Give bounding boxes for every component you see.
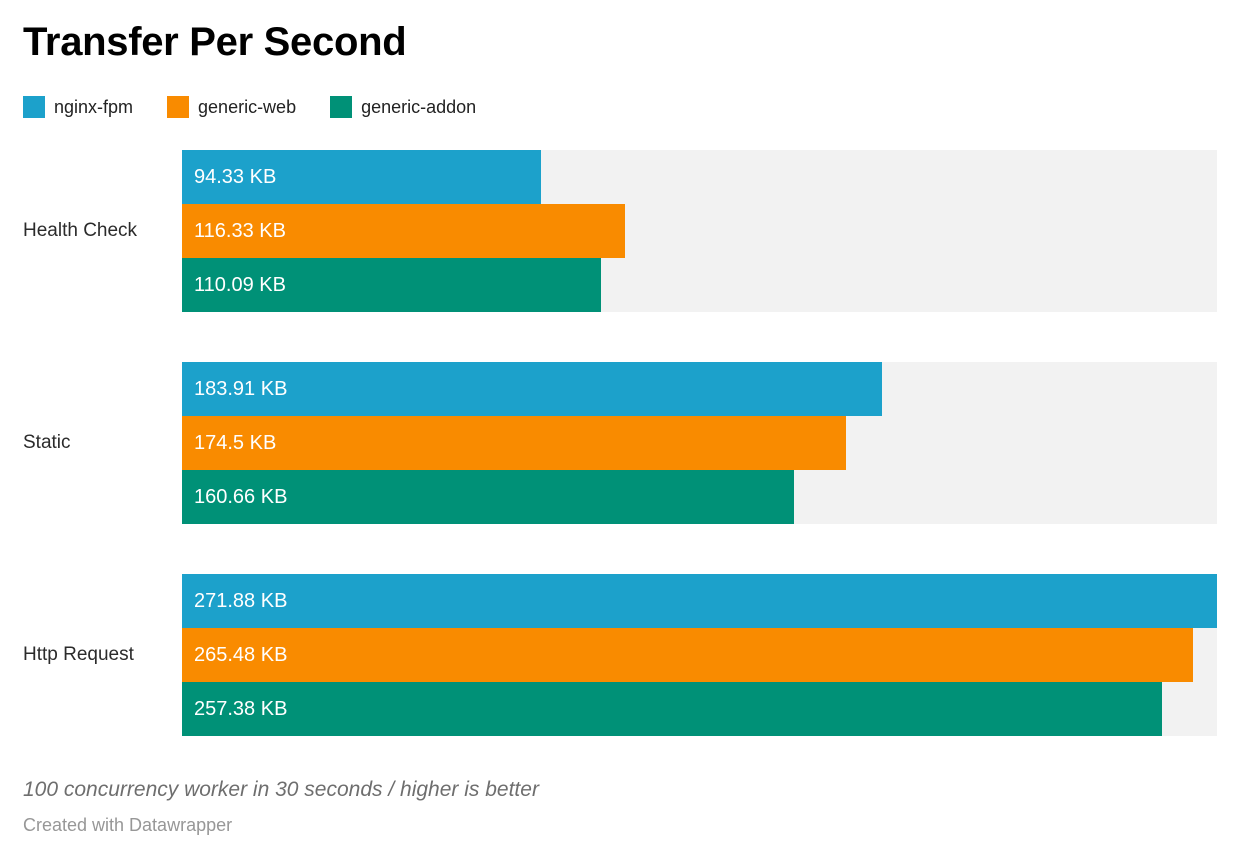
bar-rows: 271.88 KB 265.48 KB 257.38 KB xyxy=(182,574,1217,736)
legend-item-nginx-fpm: nginx-fpm xyxy=(23,96,133,118)
bar-nginx-fpm: 271.88 KB xyxy=(182,574,1217,628)
bar-generic-addon: 257.38 KB xyxy=(182,682,1162,736)
bar-value-label: 116.33 KB xyxy=(194,219,286,242)
bar-nginx-fpm: 183.91 KB xyxy=(182,362,883,416)
bar-generic-web: 174.5 KB xyxy=(182,416,847,470)
bar-value-label: 174.5 KB xyxy=(194,431,277,454)
bar-value-label: 160.66 KB xyxy=(194,485,288,508)
legend-label: generic-web xyxy=(198,96,297,117)
legend-swatch-icon xyxy=(330,96,353,118)
legend-label: nginx-fpm xyxy=(54,96,134,117)
bar-group-static: Static 183.91 KB 174.5 KB 160.66 KB xyxy=(23,362,1217,524)
legend-label: generic-addon xyxy=(361,96,477,117)
legend-swatch-icon xyxy=(23,96,45,118)
bar-nginx-fpm: 94.33 KB xyxy=(182,150,542,204)
legend-item-generic-web: generic-web xyxy=(167,96,296,118)
datawrapper-credit: Created with Datawrapper xyxy=(23,815,233,836)
bar-value-label: 257.38 KB xyxy=(194,697,288,720)
legend-swatch-icon xyxy=(167,96,190,118)
bar-value-label: 265.48 KB xyxy=(194,643,288,666)
bar-generic-addon: 160.66 KB xyxy=(182,470,794,524)
bar-rows: 183.91 KB 174.5 KB 160.66 KB xyxy=(182,362,1217,524)
bar-group-http-request: Http Request 271.88 KB 265.48 KB 257.38 KB xyxy=(23,574,1217,736)
bar-generic-web: 116.33 KB xyxy=(182,204,625,258)
bar-generic-addon: 110.09 KB xyxy=(182,258,602,312)
legend-item-generic-addon: generic-addon xyxy=(330,96,476,118)
category-label: Http Request xyxy=(23,644,134,665)
bar-value-label: 94.33 KB xyxy=(194,165,277,188)
chart-title: Transfer Per Second xyxy=(23,20,407,64)
bar-rows: 94.33 KB 116.33 KB 110.09 KB xyxy=(182,150,1217,312)
chart-footnote: 100 concurrency worker in 30 seconds / h… xyxy=(23,778,539,801)
legend: nginx-fpm generic-web generic-addon xyxy=(23,96,1217,118)
bar-group-health-check: Health Check 94.33 KB 116.33 KB 110.09 KB xyxy=(23,150,1217,312)
category-label: Static xyxy=(23,432,71,453)
bar-value-label: 271.88 KB xyxy=(194,589,288,612)
category-label: Health Check xyxy=(23,220,138,241)
bar-value-label: 110.09 KB xyxy=(194,273,286,296)
bar-generic-web: 265.48 KB xyxy=(182,628,1193,682)
bar-chart: Health Check 94.33 KB 116.33 KB 110.09 KB St… xyxy=(23,150,1217,736)
bar-value-label: 183.91 KB xyxy=(194,377,288,400)
